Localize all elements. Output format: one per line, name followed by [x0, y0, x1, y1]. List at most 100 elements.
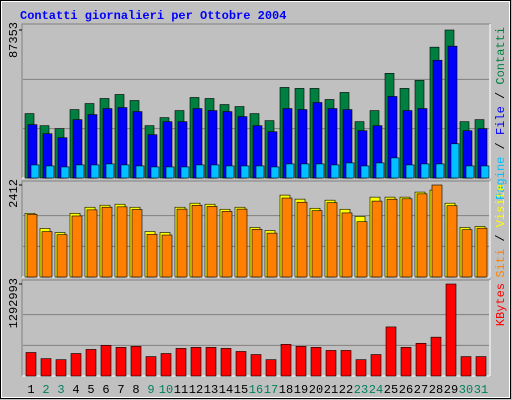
bar	[285, 163, 295, 179]
legend-separator: /	[494, 227, 508, 249]
y-tick-label: 87353	[7, 22, 21, 58]
bar	[90, 164, 100, 179]
legend: KBytes	[494, 283, 508, 326]
legend-separator: /	[494, 135, 508, 157]
bar	[475, 356, 487, 377]
legend-entry: Contatti	[494, 27, 508, 85]
bar	[371, 200, 383, 278]
bar	[195, 164, 205, 179]
bar	[310, 347, 322, 377]
bar	[341, 212, 353, 278]
x-tick-label: 1	[27, 383, 34, 397]
x-tick-label: 14	[219, 383, 233, 397]
bar	[315, 163, 325, 179]
bar	[210, 164, 220, 179]
bar	[420, 163, 430, 179]
bar	[432, 59, 443, 179]
bar	[400, 347, 412, 377]
bar	[295, 346, 307, 377]
bar	[205, 347, 217, 377]
bar	[115, 347, 127, 377]
legend-entry: Siti	[494, 249, 508, 278]
bar	[405, 164, 415, 179]
bar	[270, 166, 280, 179]
x-tick-label: 18	[279, 383, 293, 397]
bar	[120, 164, 130, 179]
bar	[461, 229, 473, 278]
bar	[265, 359, 277, 377]
bar	[375, 162, 385, 179]
bar	[435, 163, 445, 179]
bar	[176, 208, 188, 278]
bar	[71, 215, 83, 278]
x-tick-label: 8	[132, 383, 139, 397]
bar	[360, 165, 370, 179]
x-tick-label: 4	[72, 383, 79, 397]
y-tick-label: 1292993	[7, 278, 21, 328]
bar	[221, 211, 233, 278]
bar	[251, 229, 263, 278]
x-tick-label: 15	[234, 383, 248, 397]
bar	[160, 353, 172, 377]
x-tick-label: 27	[414, 383, 428, 397]
bar	[70, 353, 82, 377]
x-tick-label: 11	[174, 383, 188, 397]
bar	[255, 165, 265, 179]
bar	[131, 209, 143, 278]
bar	[41, 231, 53, 278]
bar	[250, 354, 262, 377]
bar	[281, 197, 293, 278]
x-tick-label: 22	[339, 383, 353, 397]
bar	[40, 358, 52, 377]
legend-entry: KBytes	[494, 283, 508, 326]
bar	[311, 210, 323, 278]
bar	[150, 166, 160, 179]
bar	[130, 346, 142, 377]
legend-separator: /	[494, 85, 508, 107]
bar	[480, 165, 490, 179]
x-tick-label: 5	[87, 383, 94, 397]
bar	[161, 234, 173, 278]
bar	[105, 163, 115, 179]
bar	[401, 198, 413, 278]
legend-entry: Pagine	[494, 157, 508, 200]
bar	[146, 233, 158, 278]
x-tick-label: 6	[102, 383, 109, 397]
bar	[206, 206, 218, 278]
bar	[325, 350, 337, 377]
bar	[415, 342, 427, 377]
bar	[476, 227, 488, 278]
x-tick-label: 9	[147, 383, 154, 397]
x-tick-label: 23	[354, 383, 368, 397]
bar	[266, 232, 278, 278]
bar	[431, 184, 443, 278]
x-tick-label: 17	[264, 383, 278, 397]
x-tick-label: 16	[249, 383, 263, 397]
y-tick-label: 2412	[7, 179, 21, 208]
x-tick-label: 20	[309, 383, 323, 397]
x-tick-label: 30	[459, 383, 473, 397]
bar	[280, 344, 292, 377]
bar	[416, 193, 428, 278]
bar	[446, 205, 458, 278]
bar	[386, 198, 398, 278]
bar	[326, 202, 338, 278]
x-tick-label: 29	[444, 383, 458, 397]
bar	[445, 283, 457, 377]
bar	[55, 359, 67, 377]
bar	[355, 359, 367, 377]
bar	[175, 348, 187, 377]
bar	[330, 164, 340, 179]
bar	[60, 166, 70, 179]
bar	[116, 206, 128, 278]
bar	[180, 166, 190, 179]
bar	[225, 165, 235, 179]
x-tick-label: 21	[324, 383, 338, 397]
bar	[75, 164, 85, 179]
bar	[190, 347, 202, 377]
x-tick-label: 7	[117, 383, 124, 397]
bar	[220, 348, 232, 377]
bar	[356, 221, 368, 278]
